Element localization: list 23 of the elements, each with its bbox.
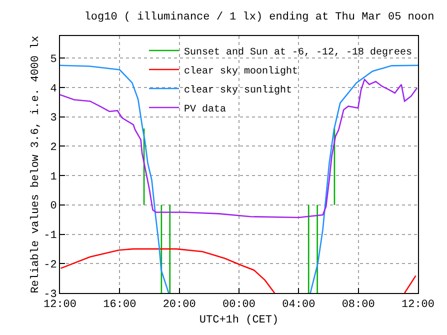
- x-tick-label: 08:00: [342, 299, 375, 312]
- legend-label: Sunset and Sun at -6, -12, -18 degrees: [184, 46, 412, 58]
- x-tick-label: 00:00: [222, 299, 256, 312]
- x-tick-label: 20:00: [162, 299, 196, 312]
- y-tick-label: 3: [50, 112, 57, 125]
- x-tick-label: 16:00: [103, 299, 136, 312]
- y-tick-label: 4: [50, 83, 58, 96]
- chart-title: log10 ( illuminance / 1 lx) ending at Thu Mar 05 noon: [84, 11, 434, 24]
- y-tick-label: -3: [44, 288, 57, 301]
- legend-label: PV data: [184, 103, 226, 116]
- y-tick-label: 2: [50, 142, 57, 154]
- y-tick-label: -1: [44, 230, 58, 242]
- x-tick-label: 04:00: [282, 299, 316, 312]
- x-tick-label: 12:00: [401, 299, 435, 312]
- x-tick-label: 12:00: [43, 299, 77, 312]
- legend-label: clear sky moonlight: [184, 65, 298, 78]
- y-tick-label: -2: [44, 259, 57, 272]
- y-tick-label: 5: [50, 54, 57, 66]
- legend-label: clear sky sunlight: [184, 84, 292, 96]
- y-axis-title: Reliable values below 3.6, i.e. 4000 lx: [30, 35, 42, 294]
- y-tick-label: 0: [50, 200, 57, 213]
- x-axis-title: UTC+1h (CET): [199, 314, 279, 326]
- y-tick-label: 1: [50, 171, 58, 184]
